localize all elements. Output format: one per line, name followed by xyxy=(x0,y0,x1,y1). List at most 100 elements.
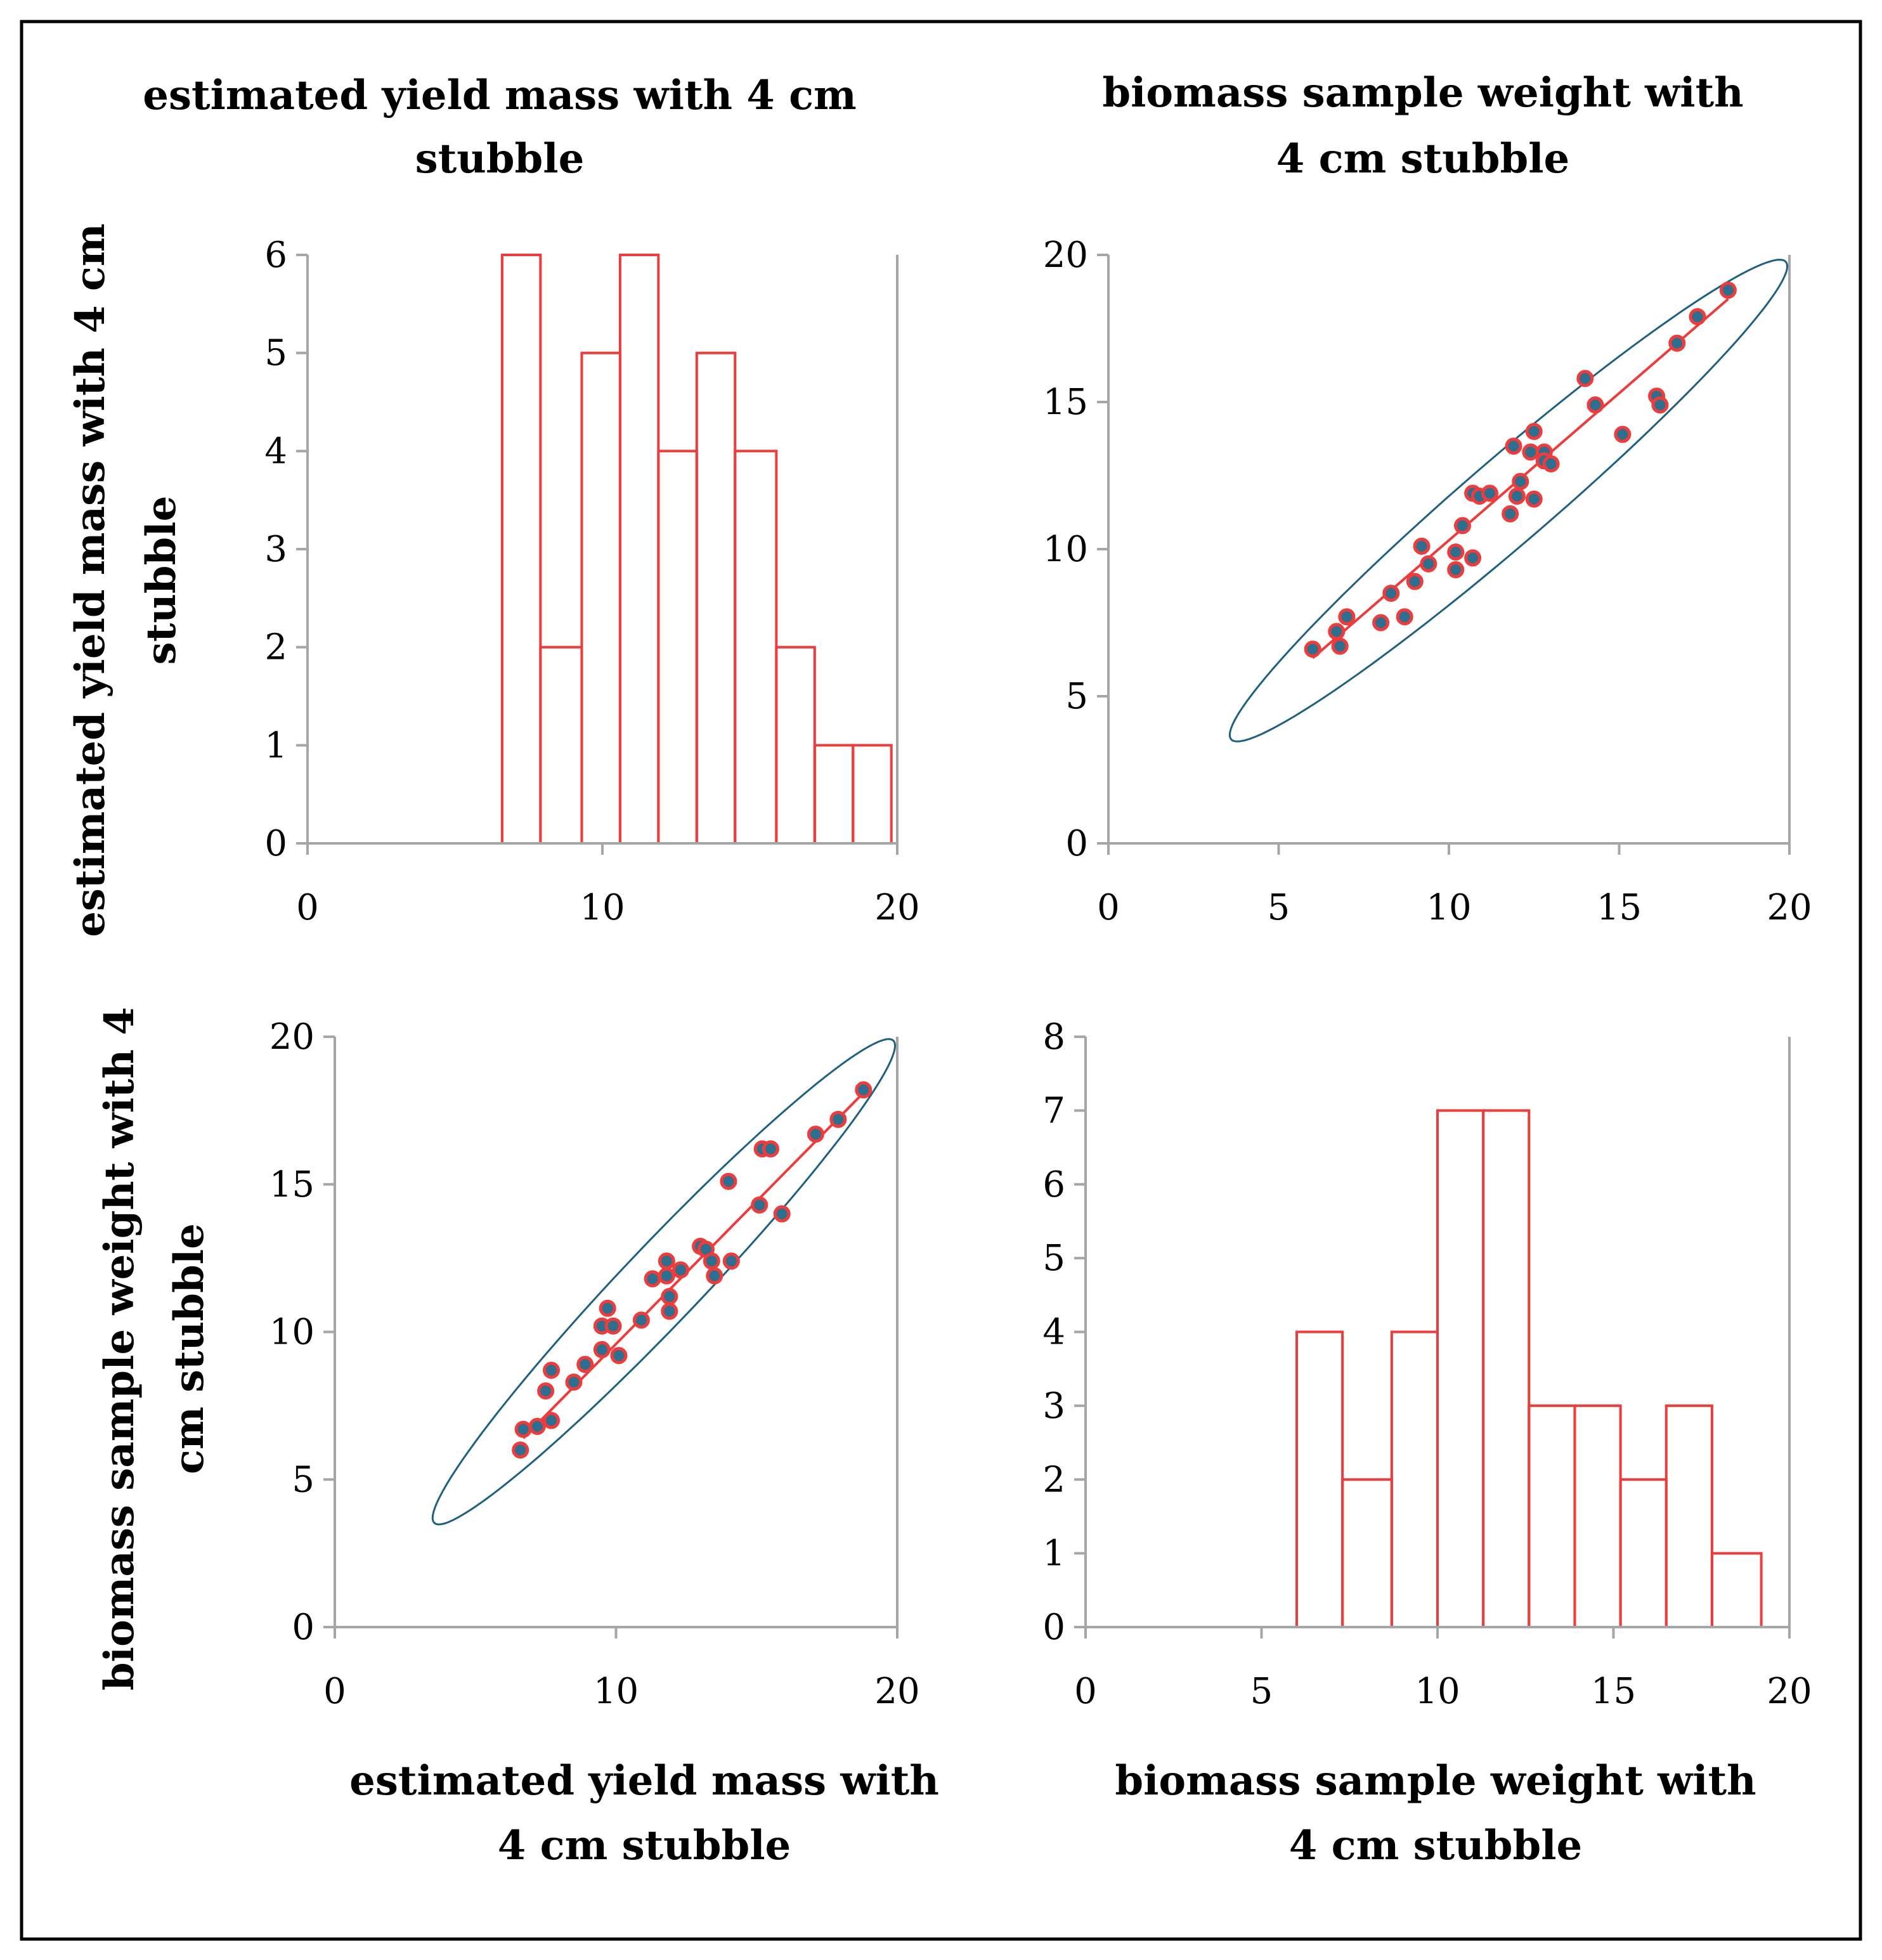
y-tick-label-0: 0 xyxy=(1065,823,1088,864)
y-tick-label-10: 10 xyxy=(269,1312,315,1353)
col2-title-line2: 4 cm stubble xyxy=(1276,135,1569,183)
y-tick-label-3: 3 xyxy=(1042,1386,1065,1427)
data-point-29 xyxy=(762,1140,779,1158)
row2-ylabel-line1: biomass sample weight with 4 xyxy=(96,1007,143,1691)
y-tick-label-1: 1 xyxy=(1042,1533,1065,1574)
x-tick-label-15: 15 xyxy=(1591,1671,1636,1712)
data-point-33 xyxy=(855,1081,873,1099)
data-point-25 xyxy=(720,1172,737,1190)
data-point-30 xyxy=(1614,425,1632,443)
row1-ylabel-line1: estimated yield mass with 4 cm xyxy=(67,223,114,937)
y-tick-label-2: 2 xyxy=(1042,1459,1065,1500)
histogram-yield-panel: 0 1 2 3 4 5 6 0 10 20 xyxy=(264,235,919,928)
data-point-13 xyxy=(1453,517,1471,535)
data-point-27 xyxy=(1542,455,1560,472)
data-point-11 xyxy=(1447,543,1465,561)
data-point-4 xyxy=(537,1382,555,1400)
data-point-3 xyxy=(528,1417,546,1435)
data-point-10 xyxy=(593,1340,611,1358)
data-point-27 xyxy=(751,1196,769,1214)
y-tick-label-20: 20 xyxy=(1043,235,1088,276)
x-tick-label-0: 0 xyxy=(323,1671,346,1712)
data-point-9 xyxy=(1413,537,1431,555)
data-point-15 xyxy=(644,1270,661,1288)
x-tick-label-0: 0 xyxy=(1097,887,1120,928)
y-tick-label-5: 5 xyxy=(1042,1238,1065,1279)
data-point-35 xyxy=(1719,282,1737,299)
y-tick-label-20: 20 xyxy=(269,1016,315,1058)
data-point-4 xyxy=(1338,608,1356,626)
data-point-8 xyxy=(1406,573,1424,590)
row2-ylabel-line2: cm stubble xyxy=(165,1223,213,1474)
data-point-32 xyxy=(829,1110,847,1128)
y-tick-label-0: 0 xyxy=(1042,1607,1065,1648)
data-point-2 xyxy=(514,1420,532,1438)
data-point-8 xyxy=(576,1356,594,1373)
y-tick-label-10: 10 xyxy=(1043,529,1088,570)
x-tick-label-0: 0 xyxy=(1074,1671,1097,1712)
data-point-28 xyxy=(1576,370,1594,387)
y-tick-label-4: 4 xyxy=(1042,1312,1065,1353)
x-tick-label-0: 0 xyxy=(296,887,319,928)
data-point-24 xyxy=(1525,490,1543,508)
bottom-xlabel1-line2: 4 cm stubble xyxy=(498,1822,791,1869)
bottom-xlabel1-line1: estimated yield mass with xyxy=(349,1757,939,1805)
scatter-top-panel: 0 5 10 15 20 0 5 10 15 20 xyxy=(1043,235,1812,928)
data-point-15 xyxy=(1464,549,1482,567)
data-point-30 xyxy=(773,1205,791,1223)
data-point-22 xyxy=(1522,443,1540,461)
data-point-6 xyxy=(1382,585,1400,602)
x-tick-label-20: 20 xyxy=(1767,887,1812,928)
data-point-6 xyxy=(542,1361,560,1379)
y-tick-label-6: 6 xyxy=(264,235,287,276)
confidence-ellipse xyxy=(1228,259,1789,743)
data-point-17 xyxy=(658,1267,675,1285)
col1-title-line1: estimated yield mass with 4 cm xyxy=(143,72,857,119)
y-tick-label-3: 3 xyxy=(264,529,287,570)
y-tick-label-0: 0 xyxy=(292,1607,315,1648)
x-tick-label-10: 10 xyxy=(1415,1671,1460,1712)
row1-ylabel-line2: stubble xyxy=(138,496,185,665)
confidence-ellipse xyxy=(431,1038,897,1526)
data-point-13 xyxy=(610,1347,628,1365)
bottom-xlabel2-line1: biomass sample weight with xyxy=(1115,1757,1756,1805)
y-tick-label-4: 4 xyxy=(264,431,287,472)
x-tick-label-10: 10 xyxy=(1426,887,1471,928)
data-point-23 xyxy=(703,1252,720,1270)
data-point-7 xyxy=(1396,608,1413,626)
y-tick-label-5: 5 xyxy=(264,333,287,374)
data-point-10 xyxy=(1420,555,1437,573)
x-tick-label-15: 15 xyxy=(1597,887,1642,928)
data-point-32 xyxy=(1651,396,1669,414)
data-point-1 xyxy=(1304,640,1321,658)
data-point-5 xyxy=(1372,614,1390,632)
data-point-16 xyxy=(658,1252,675,1270)
data-point-33 xyxy=(1668,334,1686,352)
x-tick-label-10: 10 xyxy=(594,1671,639,1712)
y-tick-label-1: 1 xyxy=(264,725,287,766)
y-tick-label-15: 15 xyxy=(1043,382,1088,423)
data-point-34 xyxy=(1689,308,1706,325)
data-point-18 xyxy=(661,1302,678,1320)
y-tick-label-7: 7 xyxy=(1042,1090,1065,1131)
data-point-2 xyxy=(1328,623,1346,640)
data-point-1 xyxy=(512,1441,529,1459)
data-point-17 xyxy=(1481,484,1498,502)
data-point-18 xyxy=(1502,505,1519,522)
bottom-xlabel2-line2: 4 cm stubble xyxy=(1289,1822,1582,1869)
x-tick-label-5: 5 xyxy=(1268,887,1290,928)
x-tick-label-20: 20 xyxy=(1767,1671,1812,1712)
scatter-bottom-panel: 0 5 10 15 20 0 10 20 xyxy=(269,1016,920,1712)
data-point-12 xyxy=(1447,561,1465,578)
data-point-3 xyxy=(1331,637,1349,655)
data-point-20 xyxy=(1508,487,1526,505)
col1-title-line2: stubble xyxy=(415,135,585,183)
data-point-31 xyxy=(807,1126,824,1143)
x-tick-label-20: 20 xyxy=(874,1671,919,1712)
data-point-24 xyxy=(706,1267,724,1285)
y-tick-label-0: 0 xyxy=(264,823,287,864)
y-tick-label-8: 8 xyxy=(1042,1016,1065,1058)
x-tick-label-5: 5 xyxy=(1250,1671,1273,1712)
data-point-12 xyxy=(604,1317,622,1335)
